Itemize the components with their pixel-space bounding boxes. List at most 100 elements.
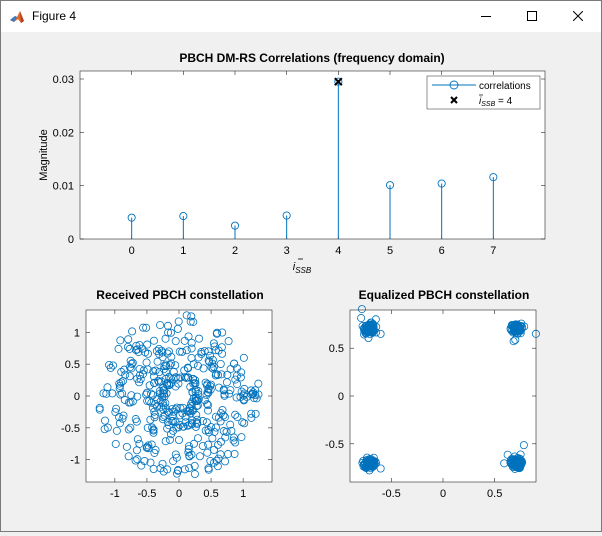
x-tick-label: 1	[240, 488, 246, 500]
received-point	[221, 433, 230, 442]
received-point	[226, 420, 235, 429]
received-point	[238, 418, 247, 427]
received-point	[199, 364, 208, 373]
received-point	[171, 361, 180, 370]
received-point	[118, 414, 127, 423]
received-point	[171, 337, 180, 346]
received-point	[152, 347, 161, 356]
y-tick-label: 0	[338, 391, 344, 403]
y-tick-label: 0	[68, 234, 74, 246]
received-point	[202, 418, 211, 427]
received-point	[149, 426, 158, 435]
received-point	[119, 411, 128, 420]
stem-marker	[334, 77, 343, 86]
maximize-button[interactable]	[509, 1, 555, 32]
equalized-point	[511, 335, 520, 344]
x-tick-label: -0.5	[382, 488, 401, 500]
received-point	[125, 344, 134, 353]
received-point	[174, 374, 183, 383]
received-point	[153, 357, 162, 366]
received-point	[167, 430, 176, 439]
equalized-point	[511, 321, 520, 330]
received-point	[185, 452, 194, 461]
received-point	[226, 386, 235, 395]
received-point	[183, 421, 192, 430]
received-point	[227, 426, 236, 435]
legend-box	[426, 75, 541, 110]
received-point	[214, 454, 223, 463]
received-point	[133, 455, 142, 464]
received-point	[195, 334, 204, 343]
received-point	[208, 434, 217, 443]
received-point	[158, 353, 167, 362]
received-title: Received PBCH constellation	[96, 288, 263, 302]
equalized-point	[507, 321, 516, 330]
y-tick-label: 0	[74, 391, 80, 403]
received-point	[108, 389, 117, 398]
received-point	[135, 364, 144, 373]
xlabel-i: i	[293, 261, 296, 273]
received-point	[213, 328, 222, 337]
received-point	[123, 342, 132, 351]
received-point	[99, 389, 108, 398]
received-point	[225, 389, 234, 398]
received-point	[176, 373, 185, 382]
received-point	[203, 400, 212, 409]
received-point	[114, 344, 123, 353]
equalized-point	[364, 322, 373, 331]
received-point	[143, 397, 152, 406]
received-point	[132, 446, 141, 455]
received-point	[239, 396, 248, 405]
received-point	[133, 435, 142, 444]
received-point	[163, 424, 172, 433]
received-point	[220, 391, 229, 400]
close-button[interactable]	[555, 1, 601, 32]
received-point	[239, 391, 248, 400]
received-point	[167, 359, 176, 368]
minimize-button[interactable]	[463, 1, 509, 32]
received-point	[222, 427, 231, 436]
received-point	[143, 340, 152, 349]
received-point	[207, 363, 216, 372]
received-point	[237, 368, 246, 377]
received-point	[101, 416, 110, 425]
received-point	[169, 367, 178, 376]
x-tick-label: 3	[284, 245, 290, 257]
received-point	[159, 383, 168, 392]
received-point	[176, 404, 185, 413]
equalized-point	[510, 458, 519, 467]
x-tick-label: -0.5	[137, 488, 156, 500]
received-point	[231, 438, 240, 447]
received-constellation-axes: Received PBCH constellation -1 -0.5 0 0.5 1 1…	[61, 288, 273, 500]
received-point	[172, 453, 181, 462]
received-point	[165, 380, 174, 389]
received-point	[171, 418, 180, 427]
received-point	[217, 370, 226, 379]
equalized-point	[515, 460, 524, 469]
y-tick-label: 0.5	[329, 343, 344, 355]
received-point	[165, 435, 174, 444]
received-point	[166, 374, 175, 383]
equalized-point	[509, 337, 518, 346]
equalized-axes-box	[349, 309, 537, 483]
title-bar[interactable]: Figure 4	[1, 1, 601, 32]
stem-marker	[127, 213, 136, 222]
received-point	[205, 351, 214, 360]
received-point	[236, 373, 245, 382]
equalized-point	[516, 329, 525, 338]
received-point	[167, 417, 176, 426]
y-tick-label: 1	[74, 327, 80, 339]
xlabel-sub: SSB	[295, 266, 312, 275]
received-point	[184, 448, 193, 457]
received-point	[149, 367, 158, 376]
legend-sub: SSB	[481, 101, 495, 108]
received-point	[221, 457, 230, 466]
equalized-point	[357, 305, 366, 314]
received-point	[144, 441, 153, 450]
received-point	[230, 449, 239, 458]
received-point	[189, 439, 198, 448]
equalized-constellation-axes: Equalized PBCH constellation -0.5 0 0.5 0.5…	[325, 288, 540, 500]
legend-circle-marker	[449, 80, 459, 90]
stem-marker	[230, 221, 240, 230]
window-title: Figure 4	[32, 9, 77, 23]
